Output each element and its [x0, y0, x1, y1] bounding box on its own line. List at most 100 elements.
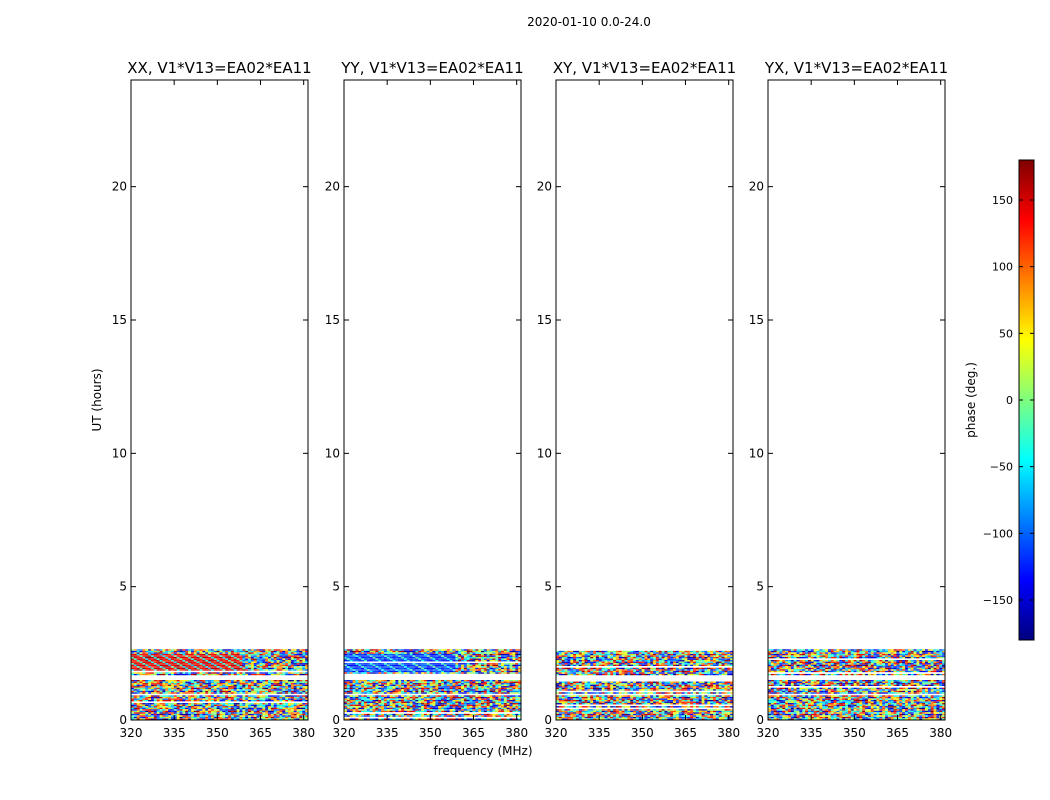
heatmap-cell [498, 664, 502, 667]
heatmap-cell [486, 672, 490, 674]
heatmap-cell [415, 692, 419, 694]
heatmap-cell [170, 655, 175, 657]
heatmap-cell [432, 703, 436, 705]
heatmap-cell [481, 680, 485, 682]
heatmap-cell [165, 696, 169, 699]
heatmap-cell [136, 689, 140, 691]
heatmap-cell [273, 666, 277, 668]
heatmap-cell [199, 710, 203, 713]
heatmap-cell [131, 718, 135, 720]
heatmap-cell [239, 658, 243, 660]
heatmap-cell [509, 650, 513, 653]
heatmap-cell [250, 716, 255, 719]
heatmap-cell [162, 655, 166, 657]
heatmap-cell [285, 684, 289, 686]
heatmap-cell [501, 669, 505, 671]
heatmap-cell [352, 680, 356, 682]
heatmap-cell [305, 672, 309, 674]
heatmap-cell [372, 718, 376, 720]
heatmap-cell [498, 713, 502, 716]
heatmap-cell [179, 657, 183, 659]
heatmap-cell [133, 666, 137, 668]
heatmap-cell [361, 692, 365, 694]
heatmap-cell [159, 663, 163, 665]
heatmap-cell [250, 698, 255, 700]
heatmap-cell [378, 649, 382, 651]
heatmap-cell [139, 716, 143, 719]
heatmap-cell [366, 666, 370, 668]
heatmap-cell [458, 718, 462, 720]
heatmap-cell [225, 718, 229, 720]
heatmap-cell [131, 716, 135, 719]
heatmap-cell [375, 658, 379, 660]
heatmap-cell [208, 681, 212, 683]
heatmap-cell [361, 689, 365, 691]
heatmap-cell [176, 687, 180, 690]
heatmap-cell [518, 652, 522, 654]
heatmap-cell [495, 687, 499, 690]
heatmap-cell [369, 666, 373, 668]
heatmap-cell [398, 689, 402, 691]
heatmap-cell [466, 666, 470, 668]
heatmap-cell [273, 715, 277, 717]
heatmap-cell [503, 707, 508, 710]
heatmap-cell [438, 666, 442, 668]
heatmap-cell [389, 701, 393, 703]
heatmap-cell [506, 707, 510, 710]
heatmap-cell [290, 681, 295, 683]
heatmap-cell [446, 649, 450, 651]
heatmap-cell [219, 673, 223, 676]
heatmap-cell [398, 650, 402, 653]
heatmap-cell [233, 663, 237, 665]
heatmap-cell [361, 683, 365, 685]
heatmap-cell [489, 660, 493, 662]
heatmap-cell [253, 696, 257, 699]
heatmap-cell [392, 650, 396, 653]
heatmap-cell [131, 649, 135, 651]
heatmap-cell [687, 718, 691, 720]
heatmap-cell [363, 687, 368, 690]
heatmap-cell [173, 698, 177, 700]
heatmap-cell [173, 663, 177, 665]
heatmap-cell [273, 663, 277, 665]
heatmap-cell [355, 701, 359, 703]
heatmap-cell [509, 689, 513, 691]
heatmap-cell [461, 687, 465, 690]
heatmap-cell [452, 667, 456, 670]
heatmap-cell [273, 664, 277, 667]
heatmap-cell [463, 667, 468, 670]
heatmap-cell [285, 683, 289, 685]
heatmap-cell [435, 707, 439, 710]
heatmap-cell [233, 650, 237, 653]
heatmap-cell [199, 686, 203, 688]
heatmap-cell [466, 704, 470, 706]
heatmap-cell [259, 681, 263, 683]
heatmap-cell [472, 698, 476, 700]
heatmap-cell [463, 706, 468, 708]
heatmap-cell [176, 663, 180, 665]
heatmap-cell [168, 710, 172, 713]
heatmap-cell [293, 684, 297, 686]
heatmap-cell [228, 715, 232, 717]
heatmap-cell [375, 696, 379, 699]
heatmap-cell [412, 706, 416, 708]
heatmap-cell [418, 704, 422, 706]
heatmap-cell [498, 709, 502, 711]
heatmap-cell [412, 709, 416, 711]
heatmap-cell [230, 709, 235, 711]
heatmap-cell [168, 692, 172, 694]
heatmap-cell [389, 655, 393, 657]
heatmap-cell [429, 666, 433, 668]
heatmap-cell [253, 669, 257, 671]
heatmap-cell [503, 704, 508, 706]
heatmap-cell [398, 709, 402, 711]
heatmap-cell [296, 652, 300, 654]
heatmap-cell [495, 695, 499, 697]
heatmap-cell [248, 703, 252, 705]
heatmap-cell [381, 704, 385, 706]
heatmap-cell [216, 700, 220, 702]
heatmap-cell [449, 689, 453, 691]
heatmap-cell [372, 709, 376, 711]
heatmap-cell [435, 684, 439, 686]
heatmap-cell [412, 655, 416, 657]
